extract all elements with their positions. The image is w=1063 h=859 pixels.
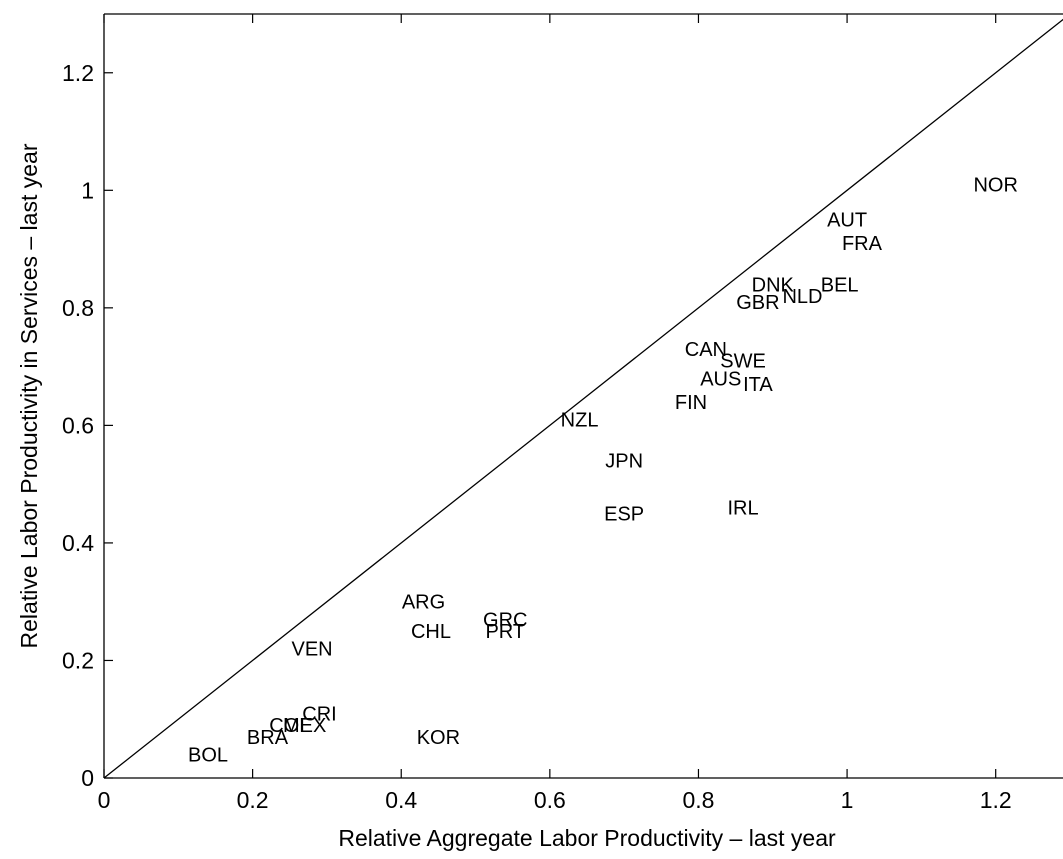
point-label-chl: CHL xyxy=(411,621,451,643)
axes: 0 0.2 0.4 0.6 0.8 1 1.2 0 0.2 0.4 0.6 0.8 1 1.2 xyxy=(62,13,1063,813)
point-label-nor: NOR xyxy=(973,174,1017,196)
point-label-grc: GRC xyxy=(483,609,527,631)
point-label-bol: BOL xyxy=(188,744,228,766)
x-tick-label: 1.2 xyxy=(980,787,1012,813)
point-label-swe: SWE xyxy=(720,351,766,373)
y-tick-label: 0 xyxy=(81,765,94,791)
reference-line xyxy=(103,18,1063,779)
x-tick-label: 0.2 xyxy=(237,787,269,813)
point-label-fra: FRA xyxy=(842,233,883,255)
x-tick-label: 0.4 xyxy=(385,787,417,813)
y-tick-label: 1 xyxy=(81,177,94,203)
point-label-bel: BEL xyxy=(821,274,859,296)
plot-background xyxy=(104,14,1063,778)
point-label-aus: AUS xyxy=(700,368,741,390)
point-label-fin: FIN xyxy=(675,392,707,414)
point-label-aut: AUT xyxy=(827,210,867,232)
x-tick-label: 0.8 xyxy=(682,787,714,813)
point-label-jpn: JPN xyxy=(605,451,643,473)
point-label-can: CAN xyxy=(685,339,727,361)
point-label-kor: KOR xyxy=(417,727,460,749)
point-label-nld: NLD xyxy=(782,286,822,308)
y-tick-label: 0.8 xyxy=(62,295,94,321)
point-label-ita: ITA xyxy=(743,374,773,396)
y-axis-label: Relative Labor Productivity in Services … xyxy=(16,143,42,648)
x-tick-label: 1 xyxy=(841,787,854,813)
point-label-dnk: DNK xyxy=(752,274,795,296)
y-tick-label: 0.4 xyxy=(62,530,94,556)
point-label-gbr: GBR xyxy=(736,292,779,314)
x-axis-label: Relative Aggregate Labor Productivity – … xyxy=(338,825,836,851)
point-label-esp: ESP xyxy=(604,504,644,526)
point-label-irl: IRL xyxy=(727,498,758,520)
point-label-mex: MEX xyxy=(283,715,326,737)
x-tick-label: 0 xyxy=(98,787,111,813)
point-label-arg: ARG xyxy=(402,592,445,614)
point-label-prt: PRT xyxy=(485,621,525,643)
x-tick-label: 0.6 xyxy=(534,787,566,813)
y-tick-label: 0.2 xyxy=(62,647,94,673)
y-tick-label: 0.6 xyxy=(62,412,94,438)
point-label-col: COL xyxy=(269,715,310,737)
point-label-ven: VEN xyxy=(291,639,332,661)
point-label-nzl: NZL xyxy=(561,410,599,432)
y-tick-label: 1.2 xyxy=(62,60,94,86)
point-label-cri: CRI xyxy=(302,703,336,725)
point-label-bra: BRA xyxy=(247,727,289,749)
